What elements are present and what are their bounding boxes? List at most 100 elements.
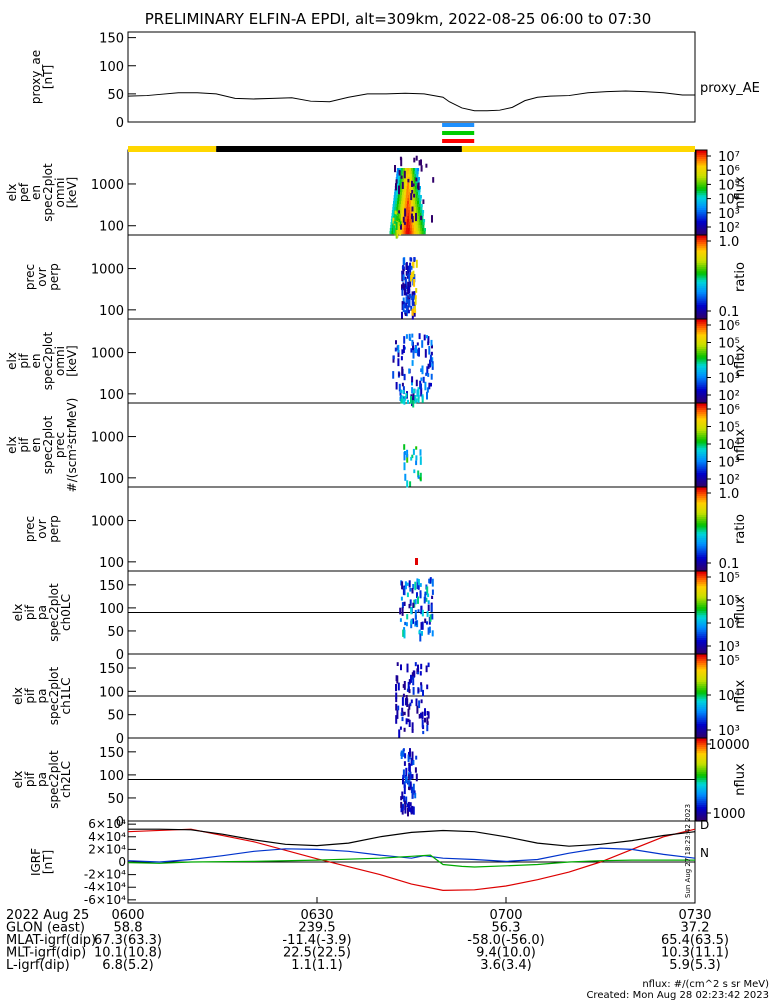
- spec-cell: [409, 231, 412, 235]
- spec-cell: [394, 204, 397, 208]
- panel-frame-proxy_ae: [127, 31, 696, 123]
- colorbar-cell: [696, 158, 707, 162]
- spec-speckle: [404, 284, 407, 288]
- spec-speckle: [403, 451, 406, 461]
- ylabel-elx_pif_en_spec2plot_omni: elx: [5, 352, 19, 370]
- spec-cell: [390, 225, 393, 229]
- colorbar-cell: [696, 687, 707, 691]
- colorbar-cell: [696, 196, 707, 200]
- spec-speckle: [406, 663, 409, 673]
- axis-row-value: -11.4(-3.9): [282, 933, 351, 948]
- colorbar-cell: [696, 573, 707, 576]
- spec-speckle: [411, 791, 414, 799]
- spec-speckle: [411, 215, 414, 223]
- colorbar-tick-label: 10⁵: [718, 178, 740, 193]
- colorbar-cell: [696, 660, 707, 663]
- spec-cell: [400, 192, 403, 196]
- ytick-label: 0: [116, 648, 124, 663]
- panel-frame-prec_ovr_perp_ions: [127, 486, 696, 572]
- colorbar-cell: [696, 516, 707, 520]
- axis-row-value: 65.4(63.5): [661, 933, 729, 948]
- spec-speckle: [408, 603, 411, 609]
- colorbar-cell: [696, 816, 707, 820]
- spec-cell: [422, 225, 425, 229]
- spec-cell: [405, 195, 408, 199]
- spec-speckle: [415, 213, 417, 222]
- spec-speckle: [401, 581, 404, 590]
- ytick-label: 0: [118, 855, 126, 869]
- spec-cell: [406, 189, 409, 193]
- spec-cell: [420, 225, 423, 229]
- spec-speckle: [412, 760, 415, 765]
- colorbar-tick-label: 10⁶: [718, 319, 740, 334]
- spec-speckle: [409, 599, 412, 606]
- spec-speckle: [410, 272, 413, 280]
- spec-speckle: [410, 305, 413, 311]
- panel-frame-elx_pif_en_spec2plot_prec: [127, 402, 696, 488]
- spec-speckle: [419, 583, 422, 587]
- colorbar-cell: [696, 554, 707, 557]
- colorbar-cell: [696, 428, 707, 431]
- ylabel-elx_pif_pa_spec2plot_ch2LC: spec2plot: [47, 750, 61, 809]
- spec-cell: [418, 222, 421, 226]
- spec-speckle: [402, 629, 405, 637]
- spec-speckle: [401, 791, 404, 800]
- colorbar-tick-label: 10³: [718, 372, 740, 387]
- spec-cell: [419, 198, 422, 202]
- spec-cell: [423, 231, 426, 235]
- ytick-label: 0: [116, 815, 124, 830]
- ylabel-elx_pif_pa_spec2plot_ch0LC: spec2plot: [47, 583, 61, 642]
- spec-speckle: [419, 472, 422, 482]
- spec-speckle: [411, 397, 414, 407]
- spec-cell: [417, 216, 420, 220]
- spec-cell: [407, 198, 410, 202]
- spec-speckle: [420, 684, 423, 692]
- spec-speckle: [402, 274, 405, 280]
- spec-speckle: [409, 781, 412, 789]
- spec-cell: [407, 228, 410, 232]
- spec-speckle: [415, 177, 418, 182]
- colorbar-cell: [696, 361, 707, 364]
- spec-speckle: [401, 366, 404, 376]
- colorbar-cell: [696, 266, 707, 270]
- spec-speckle: [403, 170, 406, 179]
- colorbar-cell: [696, 438, 707, 442]
- spec-cell: [406, 204, 409, 208]
- spec-cell: [403, 195, 406, 199]
- spec-speckle: [425, 665, 428, 673]
- colorbar-cell: [696, 731, 707, 735]
- colorbar-cell: [696, 677, 707, 680]
- spec-speckle: [413, 291, 416, 297]
- colorbar-label-elx_pif_pa_spec2plot_ch2LC: nflux: [733, 763, 748, 796]
- spec-cell: [392, 204, 395, 208]
- colorbar-cell: [696, 363, 707, 366]
- ytick-label: 100: [99, 220, 124, 235]
- colorbar-cell: [696, 171, 707, 174]
- spec-cell: [415, 195, 418, 199]
- colorbar-cell: [696, 764, 707, 768]
- ylabel-proxy_ae: proxy_ae: [29, 50, 43, 104]
- colorbar-tick-label: 10⁴: [718, 689, 740, 704]
- spec-speckle: [400, 398, 403, 404]
- spec-speckle: [400, 356, 403, 361]
- spec-speckle: [411, 729, 414, 733]
- colorbar-cell: [696, 558, 707, 562]
- spec-speckle: [415, 155, 418, 161]
- colorbar-cell: [696, 685, 707, 689]
- colorbar-cell: [696, 173, 707, 177]
- colorbar-cell: [696, 633, 707, 636]
- colorbar-cell: [696, 723, 707, 726]
- ylabel-elx_pef_en_spec2plot_omni: [keV]: [65, 177, 79, 208]
- spec-speckle: [416, 578, 419, 583]
- spec-speckle: [402, 282, 405, 290]
- spec-speckle: [407, 281, 410, 287]
- colorbar-cell: [696, 738, 707, 741]
- spec-cell: [418, 225, 421, 229]
- spec-cell: [401, 198, 404, 202]
- spec-cell: [412, 204, 415, 208]
- spec-speckle: [394, 229, 397, 236]
- spec-cell: [399, 213, 402, 217]
- colorbar-tick-label: 0.1: [719, 305, 740, 320]
